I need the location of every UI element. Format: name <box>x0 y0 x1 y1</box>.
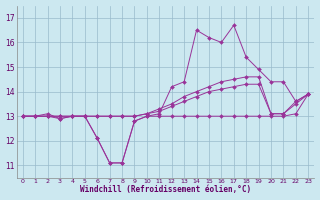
X-axis label: Windchill (Refroidissement éolien,°C): Windchill (Refroidissement éolien,°C) <box>80 185 251 194</box>
